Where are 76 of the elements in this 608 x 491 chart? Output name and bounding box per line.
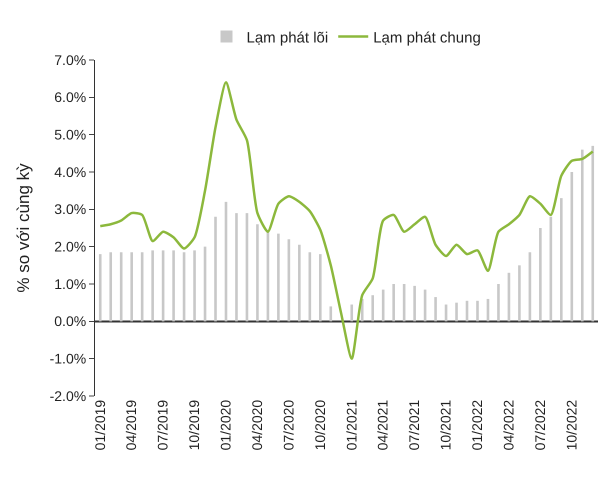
bar (140, 252, 144, 322)
bar (151, 250, 154, 322)
bar (172, 250, 175, 322)
bar (235, 213, 238, 322)
legend-label: Lạm phát lõi (246, 29, 328, 46)
bar (444, 304, 448, 322)
y-tick-label: 0.0% (54, 313, 86, 330)
bar (98, 254, 102, 322)
bar (288, 239, 290, 322)
x-tick-label: 10/2020 (312, 400, 328, 450)
bar (518, 265, 521, 322)
x-tick-label: 07/2022 (532, 400, 548, 450)
bar (214, 216, 217, 322)
x-tick-label: 04/2020 (248, 400, 265, 450)
x-tick-label: 07/2021 (406, 400, 422, 450)
bar (120, 252, 123, 322)
bar (455, 302, 458, 322)
bar (266, 230, 270, 322)
y-axis-title: % so với cùng kỳ (14, 162, 34, 293)
bar (466, 300, 468, 322)
y-tick-label: 4.0% (54, 164, 86, 180)
x-tick-label: 04/2019 (123, 400, 140, 450)
x-tick-label: 10/2022 (563, 400, 580, 450)
bar (539, 228, 542, 322)
legend-label: Lạm phát chung (373, 29, 481, 46)
bar (508, 272, 510, 322)
bar (497, 284, 500, 322)
y-tick-label: 6.0% (54, 89, 86, 106)
x-tick-label: 10/2021 (438, 400, 454, 450)
bar (591, 146, 594, 322)
bar (182, 252, 186, 322)
bar (382, 290, 384, 322)
bar (371, 295, 374, 322)
bar (130, 252, 133, 322)
x-tick-label: 01/2021 (343, 400, 360, 450)
bar (413, 286, 416, 322)
x-tick-label: 01/2022 (469, 400, 486, 450)
x-tick-label: 01/2019 (92, 400, 108, 450)
y-tick-label: 2.0% (54, 238, 86, 255)
bar (580, 150, 584, 322)
bar (570, 172, 574, 322)
x-tick-label: 10/2019 (186, 400, 202, 450)
y-tick-label: 1.0% (54, 276, 86, 292)
x-tick-label: 07/2020 (280, 400, 296, 450)
line-series (98, 81, 594, 360)
bar (350, 304, 354, 322)
bar (560, 198, 563, 322)
bar (424, 290, 426, 322)
y-tick-label: -2.0% (50, 388, 86, 404)
bar (224, 202, 228, 322)
bar (204, 246, 206, 322)
x-tick-label: 04/2021 (374, 400, 391, 450)
bar (476, 300, 479, 322)
bar (298, 244, 301, 322)
bar (277, 234, 280, 322)
bar (318, 254, 322, 322)
bar (308, 252, 312, 322)
x-tick-label: 07/2019 (154, 400, 171, 450)
bar (256, 224, 259, 322)
bar (193, 250, 196, 322)
y-tick-label: 5.0% (54, 126, 86, 143)
bar (109, 252, 112, 322)
bar (550, 216, 552, 322)
bar (434, 297, 437, 322)
x-tick-label: 01/2020 (218, 400, 234, 450)
y-tick-label: 3.0% (54, 201, 86, 218)
x-tick-label: 04/2022 (500, 400, 516, 450)
bar (402, 284, 406, 322)
y-tick-label: -1.0% (50, 350, 86, 367)
bar (486, 298, 490, 322)
y-tick-label: 7.0% (54, 52, 86, 68)
bar (162, 250, 164, 322)
bar (329, 306, 332, 322)
bar (392, 284, 395, 322)
bar (246, 213, 248, 322)
bar (528, 252, 532, 322)
